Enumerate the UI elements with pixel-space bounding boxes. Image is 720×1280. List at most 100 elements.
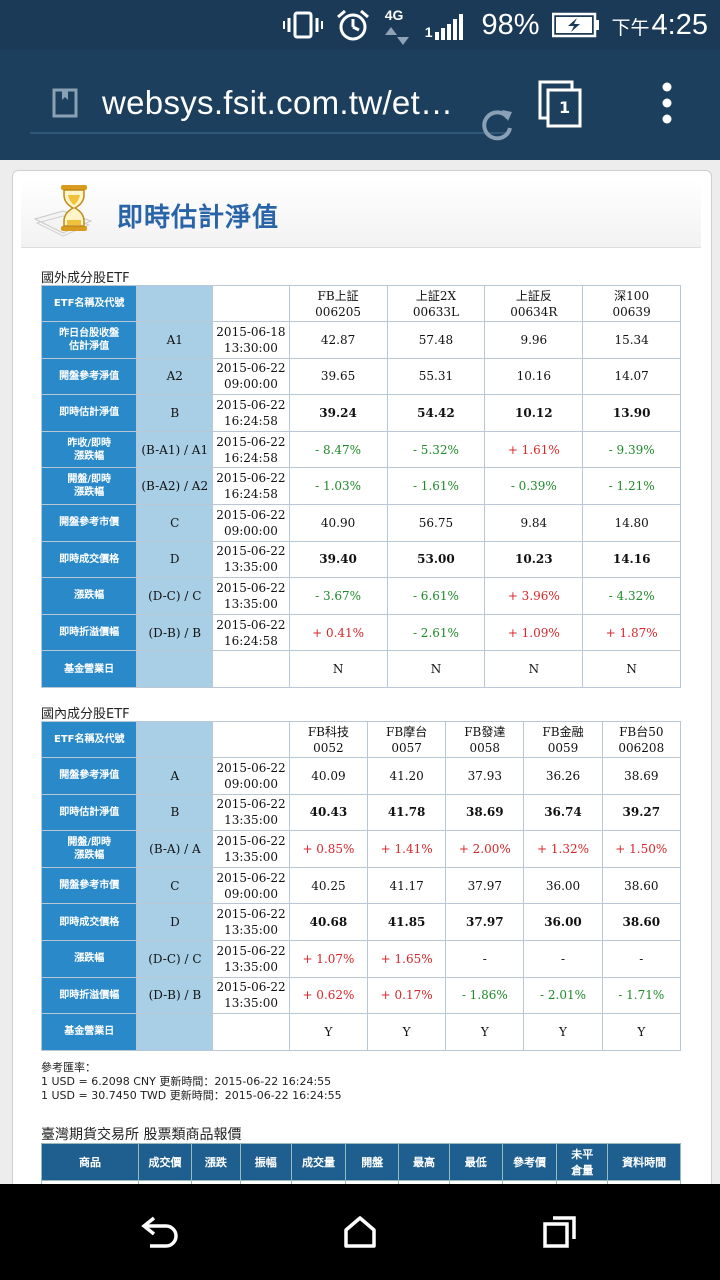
row-timestamp: 2015-06-22 13:35:00	[212, 976, 290, 1015]
row-date: 2015-06-22	[216, 434, 286, 449]
value-cell: Y	[601, 1013, 682, 1051]
fund-name: 上証反	[515, 288, 552, 303]
back-icon[interactable]	[140, 1214, 180, 1250]
row-label-line: 昨收/即時	[67, 437, 111, 449]
futures-header-cell: 漲跌	[190, 1143, 241, 1181]
recent-apps-icon[interactable]	[543, 1215, 577, 1249]
value-cell: 38.60	[601, 903, 682, 941]
futures-header-text: 未平	[571, 1148, 594, 1161]
row-label: 即時估計淨值	[40, 394, 138, 432]
value-cell: N	[582, 650, 681, 688]
domestic-section-title: 國內成分股ETF	[41, 707, 130, 722]
value-cell: 37.97	[445, 866, 525, 905]
row-timestamp: 2015-06-22 09:00:00	[212, 357, 290, 396]
value-cell: 14.07	[582, 357, 681, 396]
fund-code: 0058	[469, 740, 501, 755]
tab-count: 1	[559, 98, 571, 117]
value-cell: 13.90	[582, 394, 681, 432]
value-cell: 9.96	[484, 321, 584, 359]
fund-name: FB上証	[317, 288, 359, 303]
value-cell: 9.84	[484, 503, 584, 542]
web-content[interactable]: 即時估計淨值 國外成分股ETF ETF名稱及代號 FB上証 006205 上証2X 00…	[0, 160, 720, 1184]
row-formula: B	[136, 394, 214, 432]
table-header-row: ETF名稱及代號 FB科技 0052 FB摩台 0057 FB發達 0058 FB金融 0059…	[40, 721, 682, 758]
value-cell: N	[288, 650, 388, 688]
tab-switcher-button[interactable]: 1	[538, 80, 584, 134]
futures-header-text: 商品	[79, 1156, 102, 1169]
futures-header-cell: 開盤	[345, 1143, 400, 1181]
row-label-line: 漲跌幅	[74, 849, 105, 861]
page-info-icon[interactable]	[52, 88, 78, 118]
tabs-icon	[538, 80, 582, 128]
row-formula: (B-A) / A	[136, 830, 214, 868]
row-date: 2015-06-22	[216, 797, 286, 812]
value-cell: Y	[523, 1013, 603, 1051]
futures-header-cell: 最高	[398, 1143, 450, 1181]
value-cell: - 0.39%	[484, 467, 584, 505]
overflow-menu-icon[interactable]	[660, 82, 674, 124]
row-formula	[136, 1013, 214, 1051]
value-cell: 10.23	[484, 540, 584, 579]
exchange-rate-cny: 1 USD = 6.2098 CNY 更新時間：2015-06-22 16:24…	[41, 1075, 332, 1088]
value-cell: 15.34	[582, 321, 681, 359]
row-label-line: 即時估計淨值	[59, 407, 120, 419]
network-type: 4G	[384, 7, 404, 23]
row-time: 16:24:58	[223, 633, 278, 648]
row-label-line: 開盤參考市價	[59, 517, 120, 529]
futures-cell	[239, 1180, 292, 1184]
fund-code: 0052	[313, 740, 344, 755]
value-cell: + 0.41%	[288, 613, 388, 652]
exchange-rates: 參考匯率： 1 USD = 6.2098 CNY 更新時間：2015-06-22…	[41, 1061, 342, 1103]
row-time: 09:00:00	[223, 523, 278, 538]
value-cell: 36.74	[523, 793, 603, 832]
row-label: 漲跌幅	[40, 939, 138, 978]
row-formula: (B-A2) / A2	[136, 467, 214, 505]
futures-table: 商品成交價漲跌振幅成交量開盤最高最低參考價未平倉量資料時間2015/07FB上証…	[40, 1143, 681, 1184]
domestic-etf-table: ETF名稱及代號 FB科技 0052 FB摩台 0057 FB發達 0058 FB金融 0059…	[40, 721, 682, 1051]
row-label-line: 漲跌幅	[74, 450, 105, 462]
futures-header-text: 成交價	[148, 1156, 182, 1169]
home-icon[interactable]	[343, 1215, 377, 1249]
row-date: 2015-06-18	[216, 324, 286, 339]
etf-name-header: ETF名稱及代號	[40, 285, 138, 322]
value-cell: Y	[445, 1013, 525, 1051]
value-cell: 14.16	[582, 540, 681, 579]
fund-header: FB金融 0059	[523, 721, 603, 758]
data-arrows-icon	[384, 27, 409, 45]
table-row: 開盤/即時 漲跌幅 (B-A) / A 2015-06-22 13:35:00 + 0.8…	[40, 830, 682, 868]
row-timestamp: 2015-06-22 09:00:00	[212, 503, 290, 542]
vibrate-icon	[282, 11, 323, 39]
futures-header-cell: 參考價	[501, 1143, 558, 1181]
fund-code: 00634R	[510, 304, 558, 319]
fund-code: 006205	[315, 304, 361, 319]
value-cell: - 2.61%	[386, 613, 486, 652]
futures-header-text: 成交量	[301, 1156, 335, 1169]
table-row: 開盤參考淨值 A2 2015-06-22 09:00:00 39.65 55.31 10.1…	[40, 357, 681, 396]
signal-indicator: 1	[425, 10, 470, 40]
table-header-row: ETF名稱及代號 FB上証 006205 上証2X 00633L 上証反 00634R 深10…	[40, 285, 681, 322]
row-label-line: 開盤參考市價	[59, 880, 120, 892]
row-time: 16:24:58	[223, 487, 278, 502]
row-label-line: 即時成交價格	[59, 553, 120, 565]
futures-header-row: 商品 成交價 漲跌 振幅 成交量 開盤 最高 最低 參考價 未平 倉量 資料時間	[40, 1143, 681, 1181]
row-time: 16:24:58	[223, 413, 278, 428]
row-label-line: 即時成交價格	[59, 916, 120, 928]
futures-header-cell: 振幅	[239, 1143, 292, 1181]
row-formula: (D-C) / C	[136, 939, 214, 978]
reload-icon[interactable]	[478, 106, 516, 144]
url-text[interactable]: websys.fsit.com.tw/et…	[102, 84, 454, 121]
fund-header: 深100 00639	[582, 285, 681, 322]
fund-header: FB科技 0052	[288, 721, 369, 758]
clock: 下午4:25	[612, 9, 708, 42]
row-label: 開盤參考淨值	[40, 757, 138, 795]
table-row: 漲跌幅 (D-C) / C 2015-06-22 13:35:00- 3.67% - 6…	[40, 577, 681, 615]
futures-row: 2015/07FB上証 2015-06-22	[40, 1180, 681, 1184]
row-label: 即時估計淨值	[40, 793, 138, 832]
value-cell: 40.90	[288, 503, 388, 542]
futures-product[interactable]: 2015/07FB上証	[40, 1180, 140, 1184]
value-cell: - 5.32%	[386, 430, 486, 469]
value-cell: + 1.87%	[582, 613, 681, 652]
url-field[interactable]: websys.fsit.com.tw/et…	[30, 72, 512, 141]
row-date: 2015-06-22	[216, 617, 286, 632]
fund-header: FB台50 006208	[601, 721, 682, 758]
